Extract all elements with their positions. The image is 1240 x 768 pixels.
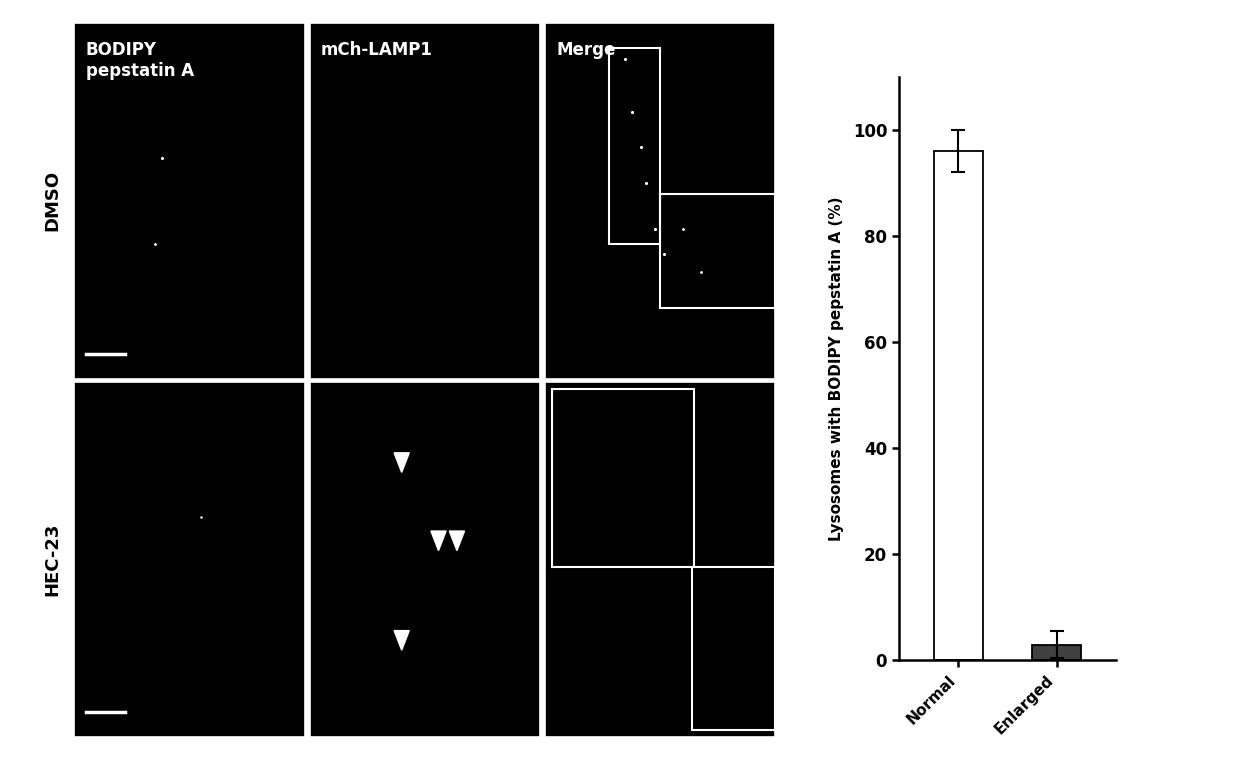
Bar [660, 194, 775, 307]
Text: HEC-23: HEC-23 [43, 523, 61, 596]
Text: Merge: Merge [557, 41, 615, 59]
Bar [934, 151, 983, 660]
Bar [1032, 644, 1081, 660]
Polygon shape [394, 453, 409, 472]
Bar [609, 48, 660, 243]
Y-axis label: Lysosomes with BODIPY pepstatin A (%): Lysosomes with BODIPY pepstatin A (%) [830, 197, 844, 541]
Bar [552, 389, 694, 567]
Polygon shape [394, 631, 409, 650]
Text: DMSO: DMSO [43, 170, 61, 231]
Text: mCh-LAMP1: mCh-LAMP1 [321, 41, 433, 59]
Bar [692, 567, 775, 730]
Polygon shape [449, 531, 465, 551]
Polygon shape [432, 531, 446, 551]
Text: BODIPY
pepstatin A: BODIPY pepstatin A [86, 41, 193, 80]
